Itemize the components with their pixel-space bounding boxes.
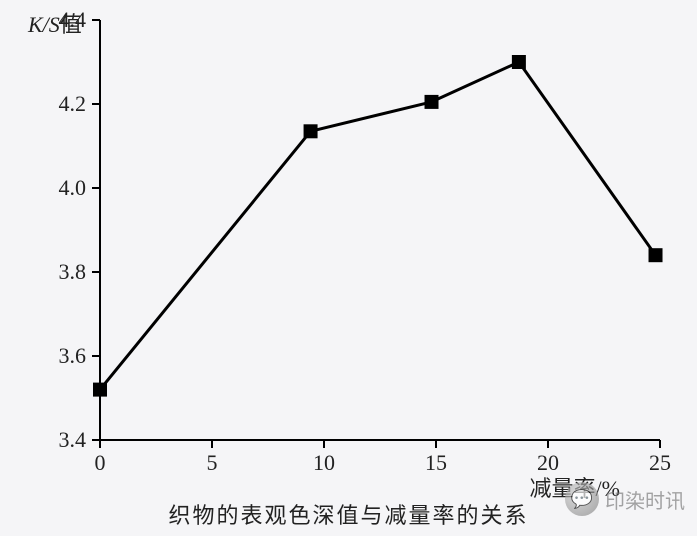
caption-text: 织物的表观色深值与减量率的关系 (168, 503, 528, 528)
svg-text:0: 0 (95, 450, 106, 475)
svg-text:15: 15 (425, 450, 447, 475)
svg-text:3.4: 3.4 (59, 427, 87, 452)
wechat-icon: 💬 (565, 482, 599, 516)
svg-text:25: 25 (649, 450, 671, 475)
svg-text:3.6: 3.6 (59, 343, 87, 368)
svg-text:5: 5 (207, 450, 218, 475)
svg-text:4.2: 4.2 (59, 91, 87, 116)
watermark: 💬 印染时讯 (565, 482, 685, 516)
svg-text:3.8: 3.8 (59, 259, 87, 284)
svg-text:4.0: 4.0 (59, 175, 87, 200)
line-chart: 0510152025减量率/%3.43.63.84.04.24.4K/S值 (0, 0, 697, 536)
svg-text:20: 20 (537, 450, 559, 475)
watermark-text: 印染时讯 (605, 485, 685, 514)
svg-text:10: 10 (313, 450, 335, 475)
svg-text:K/S值: K/S值 (27, 12, 82, 37)
chart-container: 0510152025减量率/%3.43.63.84.04.24.4K/S值 (0, 0, 697, 536)
